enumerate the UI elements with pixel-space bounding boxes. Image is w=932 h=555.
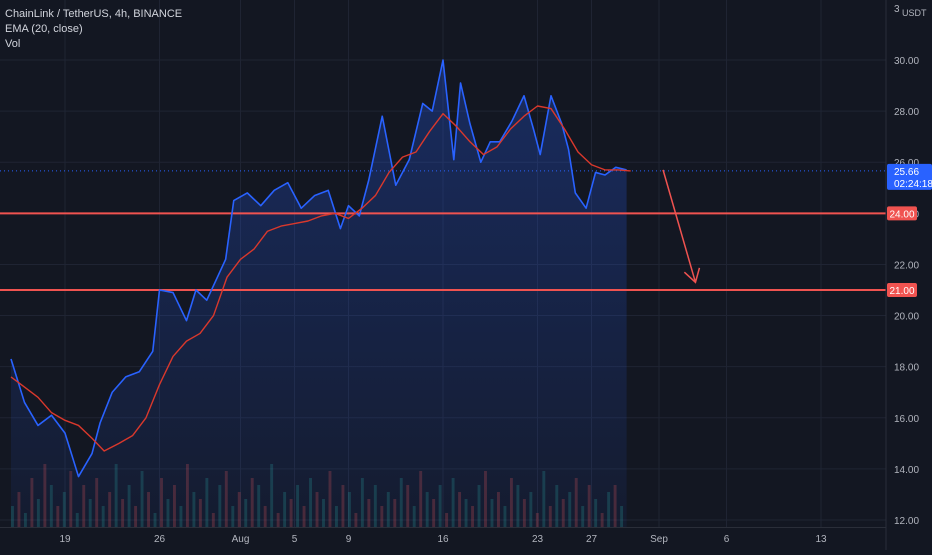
price-tick-label: 20.00 xyxy=(894,312,919,323)
price-tick-label: 26.00 xyxy=(894,158,919,169)
price-tick-label: 28.00 xyxy=(894,107,919,118)
currency-badge xyxy=(899,5,925,19)
time-tick-label: 5 xyxy=(292,534,298,545)
price-area-fill xyxy=(11,60,627,527)
level-price-tag-text: 21.00 xyxy=(889,286,914,297)
time-tick-label: Sep xyxy=(650,534,668,545)
ema-line[interactable] xyxy=(10,105,631,452)
annotation-arrow xyxy=(662,169,701,284)
time-tick-label: 16 xyxy=(437,534,449,545)
arrow-shaft[interactable] xyxy=(662,169,697,283)
chart-legend: ChainLink / TetherUS, 4h, BINANCE EMA (2… xyxy=(5,7,182,52)
ema-indicator-label[interactable]: EMA (20, close) xyxy=(5,23,83,35)
level-price-tag-text: 24.00 xyxy=(889,209,914,220)
time-tick-label: 13 xyxy=(815,534,827,545)
time-tick-label: 23 xyxy=(532,534,544,545)
time-axis[interactable]: 19 26 Aug 5 9 16 23 27 Sep 6 13 xyxy=(59,534,827,545)
time-tick-label: 6 xyxy=(724,534,730,545)
price-area xyxy=(11,60,627,527)
time-tick-label: 19 xyxy=(59,534,71,545)
symbol-title[interactable]: ChainLink / TetherUS, 4h, BINANCE xyxy=(5,8,183,20)
support-levels xyxy=(0,170,886,291)
series-lines xyxy=(10,59,631,478)
time-tick-label: 27 xyxy=(586,534,598,545)
price-tick-label: 16.00 xyxy=(894,414,919,425)
time-tick-label: Aug xyxy=(232,534,250,545)
bar-countdown-text: 02:24:18 xyxy=(894,179,932,190)
price-tick-label: 30.00 xyxy=(894,56,919,67)
arrow-head xyxy=(683,267,701,284)
price-tick-label: 22.00 xyxy=(894,260,919,271)
level-price-tag xyxy=(887,206,917,221)
current-price-text: 25.66 xyxy=(894,167,919,178)
currency-label[interactable]: USDT xyxy=(902,8,927,18)
time-tick-label: 26 xyxy=(154,534,166,545)
price-tick-label: 14.00 xyxy=(894,465,919,476)
current-price-tag xyxy=(887,163,932,190)
price-tick-label: 12.00 xyxy=(894,516,919,527)
price-tick-label: 18.00 xyxy=(894,363,919,374)
time-tick-label: 9 xyxy=(346,534,352,545)
price-axis[interactable]: 12.0014.0016.0018.0020.0022.0024.0026.00… xyxy=(894,4,927,527)
volume-indicator-label[interactable]: Vol xyxy=(5,38,21,50)
level-price-tag xyxy=(887,283,917,297)
